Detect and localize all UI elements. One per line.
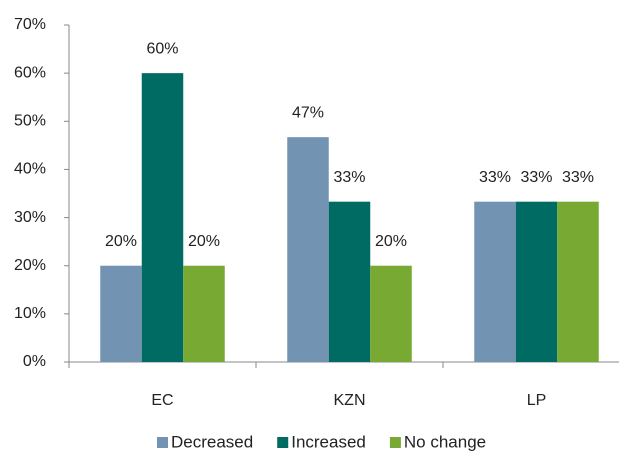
x-tick-label: LP [527, 392, 547, 409]
y-tick-label: 60% [14, 64, 46, 81]
value-label: 20% [188, 233, 220, 250]
bar [287, 137, 329, 362]
y-tick-label: 70% [14, 16, 46, 33]
bar [100, 265, 142, 362]
x-tick-label: EC [151, 392, 173, 409]
value-label: 33% [520, 169, 552, 186]
value-label: 47% [292, 104, 324, 121]
legend-swatch [157, 437, 168, 448]
legend-label: Increased [291, 432, 366, 451]
bar [328, 201, 371, 362]
bar [141, 73, 184, 363]
value-label: 33% [479, 169, 511, 186]
legend-label: Decreased [171, 432, 253, 451]
y-tick-label: 20% [14, 257, 46, 274]
legend-label: No change [404, 432, 486, 451]
value-label: 60% [146, 40, 178, 57]
y-tick-label: 10% [14, 305, 46, 322]
y-tick-label: 40% [14, 161, 46, 178]
x-tick-label: KZN [334, 392, 366, 409]
legend-swatch [277, 437, 289, 448]
bar [370, 265, 412, 362]
value-label: 33% [562, 169, 594, 186]
value-label: 20% [375, 233, 407, 250]
value-label: 33% [333, 169, 365, 186]
bar [474, 201, 516, 362]
value-label: 20% [105, 233, 137, 250]
y-tick-label: 50% [14, 113, 46, 130]
y-tick-label: 0% [23, 353, 46, 370]
legend-swatch [389, 437, 401, 448]
bar [515, 201, 558, 362]
bar [557, 201, 599, 362]
y-tick-label: 30% [14, 209, 46, 226]
bar [183, 265, 225, 362]
